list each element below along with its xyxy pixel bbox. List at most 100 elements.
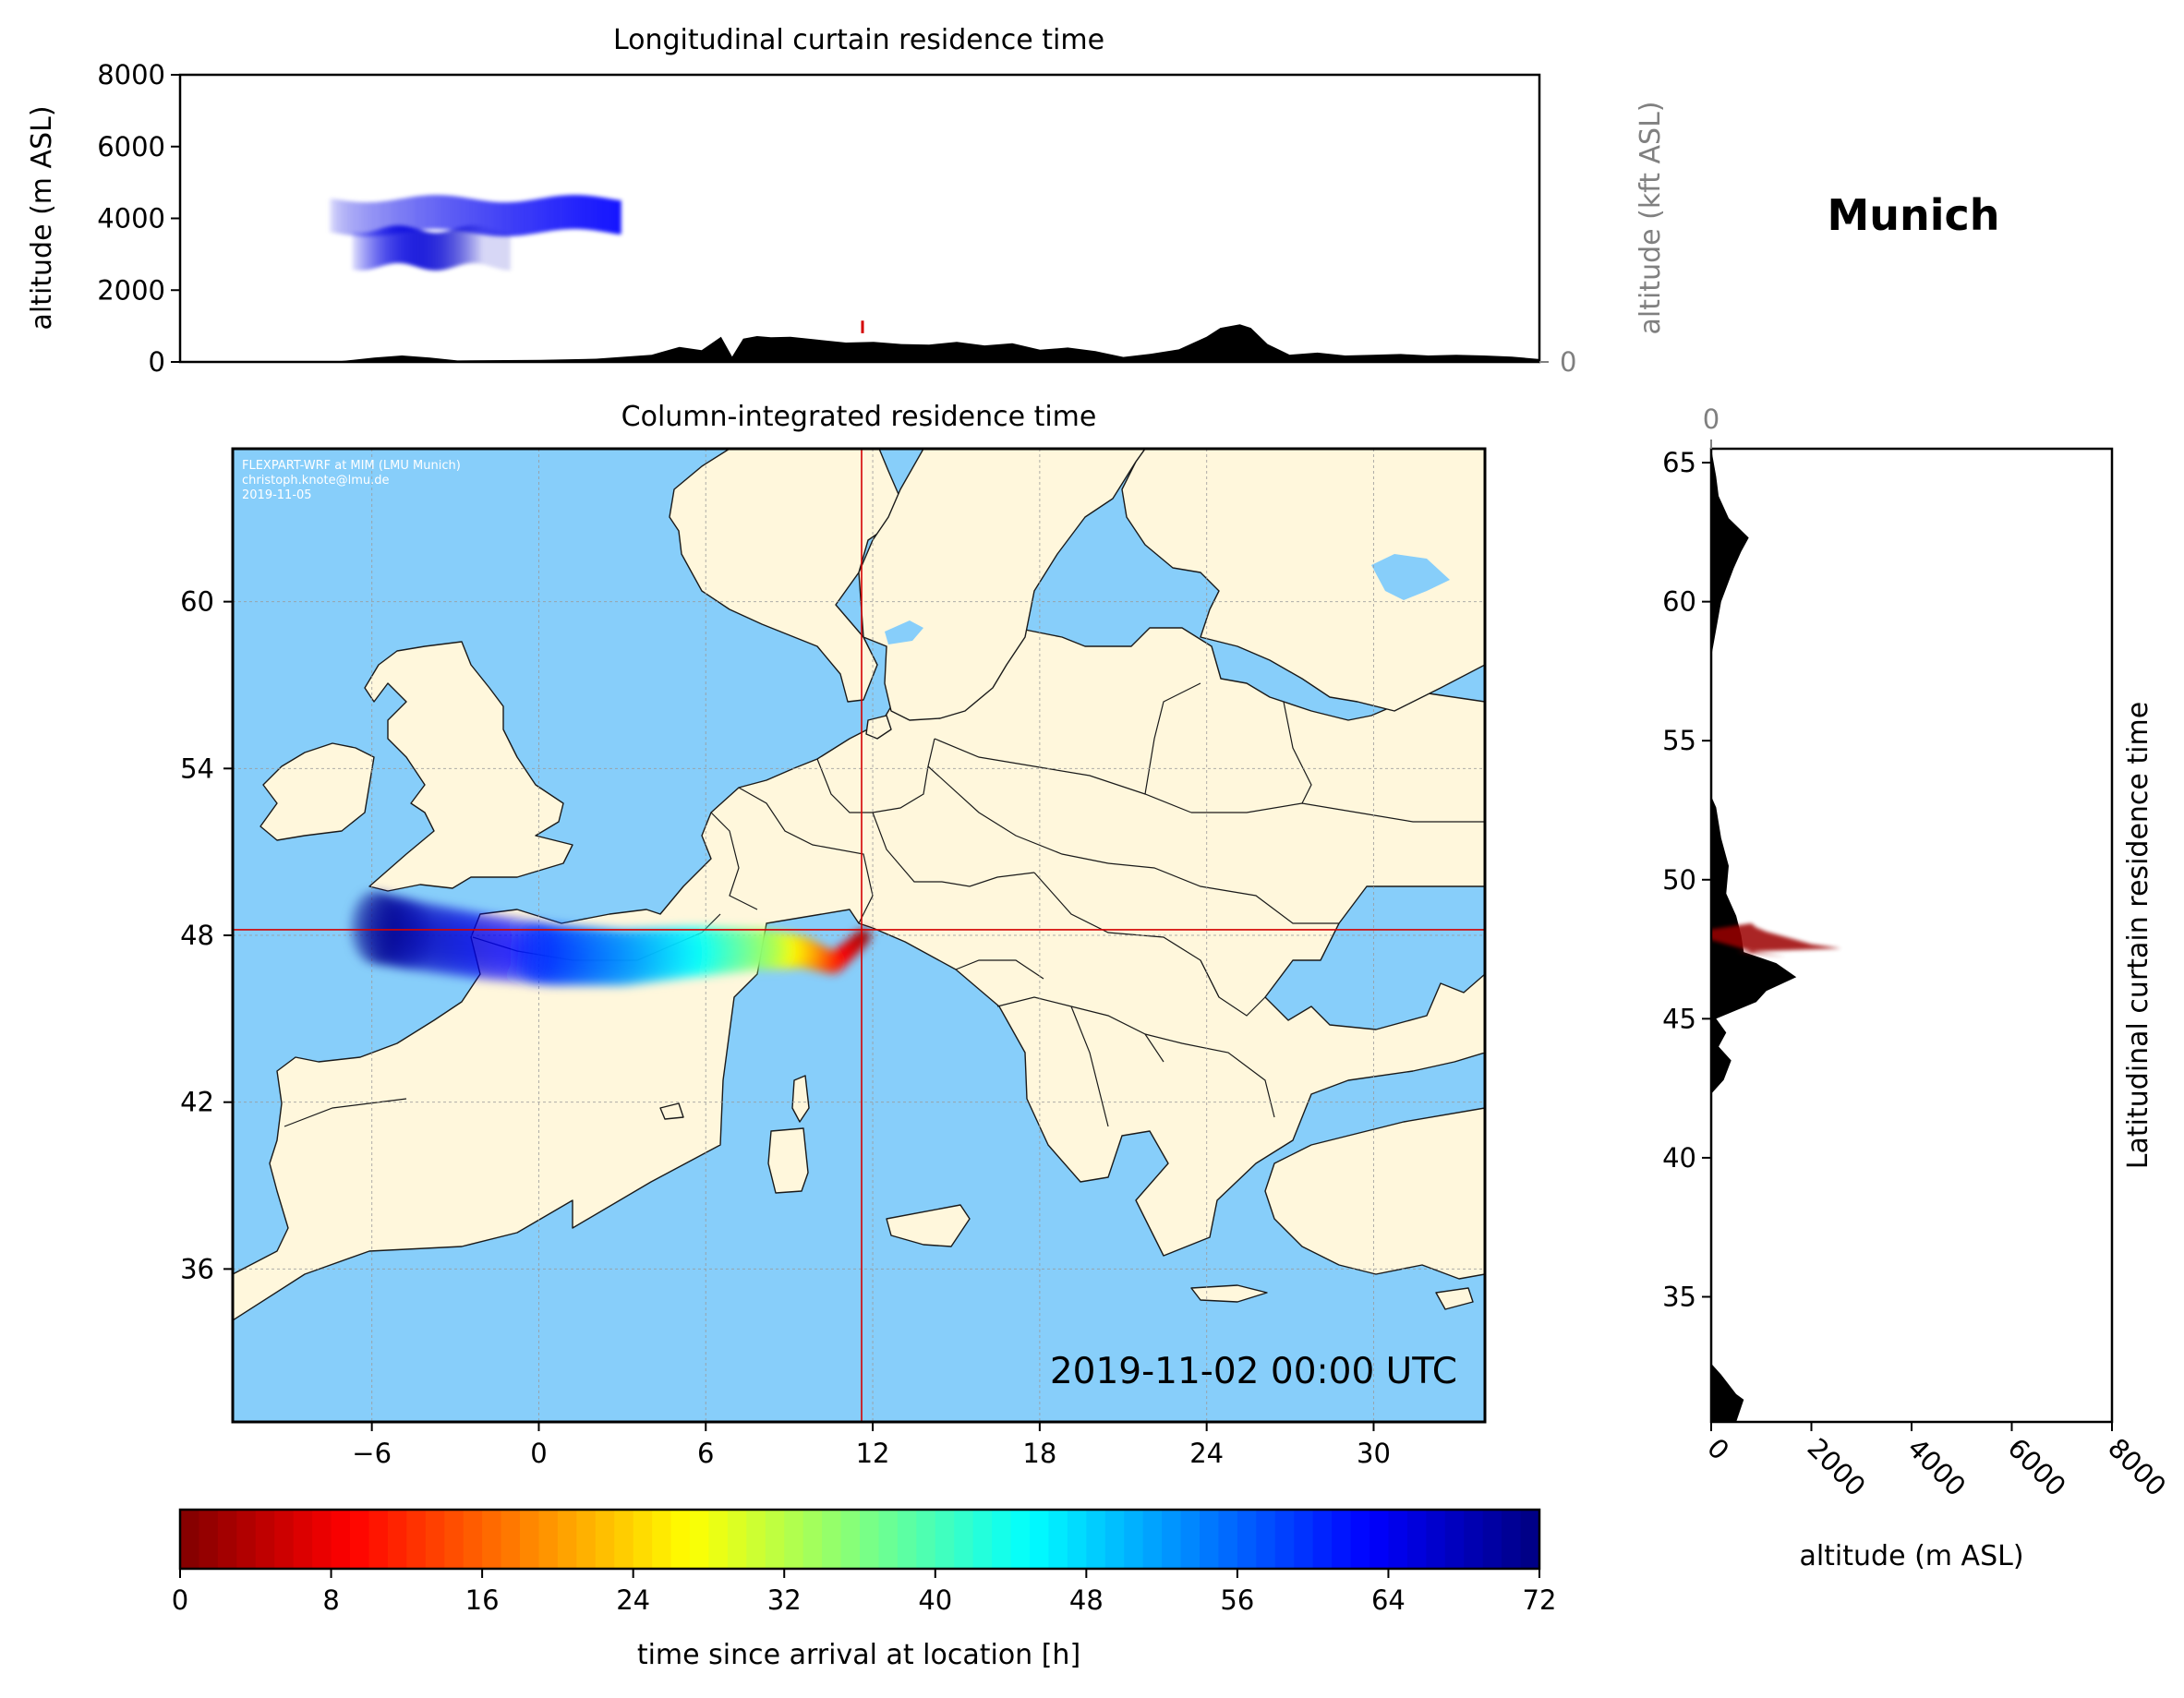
top-plume-stripe xyxy=(402,225,406,264)
top-plume-stripe xyxy=(441,232,445,271)
colorbar-band xyxy=(746,1510,766,1569)
side-ytick-label: 55 xyxy=(1662,725,1696,756)
top-plume-stripe xyxy=(396,225,401,263)
sweden-south xyxy=(858,449,1146,721)
colorbar-band xyxy=(1370,1510,1390,1569)
map-xtick-label: −6 xyxy=(352,1438,392,1469)
scandinavia-landmass xyxy=(669,449,901,703)
top-title: Longitudinal curtain residence time xyxy=(613,24,1104,56)
colorbar-band xyxy=(727,1510,747,1569)
top-plume-stripe xyxy=(446,231,451,269)
top-plume-stripe xyxy=(439,232,443,271)
colorbar-tick-label: 56 xyxy=(1220,1584,1254,1616)
top-plume-stripe xyxy=(454,228,459,267)
top-plume-stripe xyxy=(352,232,356,271)
top-plume-stripe xyxy=(449,230,453,268)
colorbar-band xyxy=(1142,1510,1163,1569)
top-plume-stripe xyxy=(513,201,520,236)
map-x-ticks: −6 0 6 12 18 24 30 xyxy=(352,1422,1391,1469)
side-xtick-label: 4000 xyxy=(1901,1432,1972,1502)
colorbar-band xyxy=(1464,1510,1484,1569)
top-plume-stripe xyxy=(615,199,621,235)
top-plume-stripe xyxy=(378,201,384,236)
side-xtick-label: 0 xyxy=(1701,1432,1735,1466)
colorbar-band xyxy=(1180,1510,1201,1569)
top-plume-stripe xyxy=(431,195,438,229)
top-ylabel: altitude (m ASL) xyxy=(26,105,58,330)
colorbar-tick-label: 40 xyxy=(918,1584,952,1616)
top-ytick-label: 8000 xyxy=(97,59,165,90)
top-plume-stripe xyxy=(518,201,525,235)
location-title: Munich xyxy=(1827,190,1999,240)
top-plume-stripe xyxy=(460,226,464,265)
colorbar-band xyxy=(180,1510,200,1569)
top-plume-stripe xyxy=(485,200,491,235)
colorbar-band xyxy=(1030,1510,1050,1569)
top-plume-stripe xyxy=(392,199,399,235)
top-plume-stripe xyxy=(349,201,356,236)
colorbar-band xyxy=(1010,1510,1031,1569)
top-plume-stripe xyxy=(436,233,440,271)
colorbar-band xyxy=(802,1510,823,1569)
top-plume-stripe xyxy=(373,201,380,236)
top-plume-stripe xyxy=(562,195,569,230)
map-title: Column-integrated residence time xyxy=(621,401,1097,433)
colorbar-band xyxy=(482,1510,502,1569)
side-xtick-label: 2000 xyxy=(1802,1432,1872,1502)
colorbar-band xyxy=(274,1510,295,1569)
map-ytick-label: 36 xyxy=(180,1253,214,1284)
top-plume-stripe xyxy=(420,230,425,269)
map-ytick-label: 60 xyxy=(180,586,214,618)
colorbar-band xyxy=(652,1510,672,1569)
top-plume-stripe xyxy=(355,232,358,271)
top-plume-stripe xyxy=(330,199,336,233)
corsica xyxy=(791,1075,810,1123)
top-plume-stripe xyxy=(393,225,398,263)
colorbar-band xyxy=(690,1510,710,1569)
top-plume-stripe xyxy=(465,198,472,233)
top-plume-stripe xyxy=(610,199,617,234)
top-plume-stripe xyxy=(528,199,535,235)
colorbar-band xyxy=(860,1510,880,1569)
top-plume-stripe xyxy=(499,202,505,236)
top-plume-stripe xyxy=(357,233,361,271)
top-plume-stripe xyxy=(365,232,369,271)
colorbar-frame xyxy=(178,1508,1541,1571)
top-plume-stripe xyxy=(465,225,469,264)
top-ytick-label: 0 xyxy=(149,346,165,378)
top-plume-stripe xyxy=(362,233,367,271)
map-xtick-label: 18 xyxy=(1022,1438,1056,1469)
top-plume-stripe xyxy=(446,195,452,230)
map-timestamp: 2019-11-02 00:00 UTC xyxy=(1050,1351,1457,1392)
top-plume-stripe xyxy=(383,227,388,265)
colorbar-band xyxy=(1350,1510,1370,1569)
colorbar-band xyxy=(255,1510,275,1569)
colorbar-band xyxy=(992,1510,1012,1569)
side-ylabel: Latitudinal curtain residence time xyxy=(2122,702,2154,1169)
side-ytick-label: 40 xyxy=(1662,1142,1696,1174)
top-plume-stripe xyxy=(402,198,409,233)
top-plume-stripe xyxy=(473,225,477,263)
top-plume-stripe xyxy=(452,229,456,268)
top-plume-stripe xyxy=(524,200,530,235)
colorbar-label: time since arrival at location [h] xyxy=(637,1639,1080,1671)
colorbar-band xyxy=(633,1510,653,1569)
colorbar-tick-label: 72 xyxy=(1523,1584,1557,1616)
plume-blob xyxy=(347,889,396,965)
top-plume-stripe xyxy=(467,225,472,264)
top-plume-stripe xyxy=(433,233,438,271)
top-plume-stripe xyxy=(378,228,382,267)
colorbar-band xyxy=(1444,1510,1465,1569)
ireland xyxy=(259,742,375,841)
colorbar-band xyxy=(199,1510,219,1569)
top-plume-stripe xyxy=(576,195,583,230)
colorbar-band xyxy=(822,1510,842,1569)
top-ytick-label: 4000 xyxy=(97,203,165,235)
side-ytick-label: 35 xyxy=(1662,1281,1696,1312)
top-plume-stripe xyxy=(479,200,486,235)
colorbar-band xyxy=(1294,1510,1314,1569)
top-plume-stripe xyxy=(368,232,372,270)
map-ytick-label: 48 xyxy=(180,920,214,951)
colorbar-band xyxy=(1502,1510,1522,1569)
colorbar-band xyxy=(972,1510,993,1569)
